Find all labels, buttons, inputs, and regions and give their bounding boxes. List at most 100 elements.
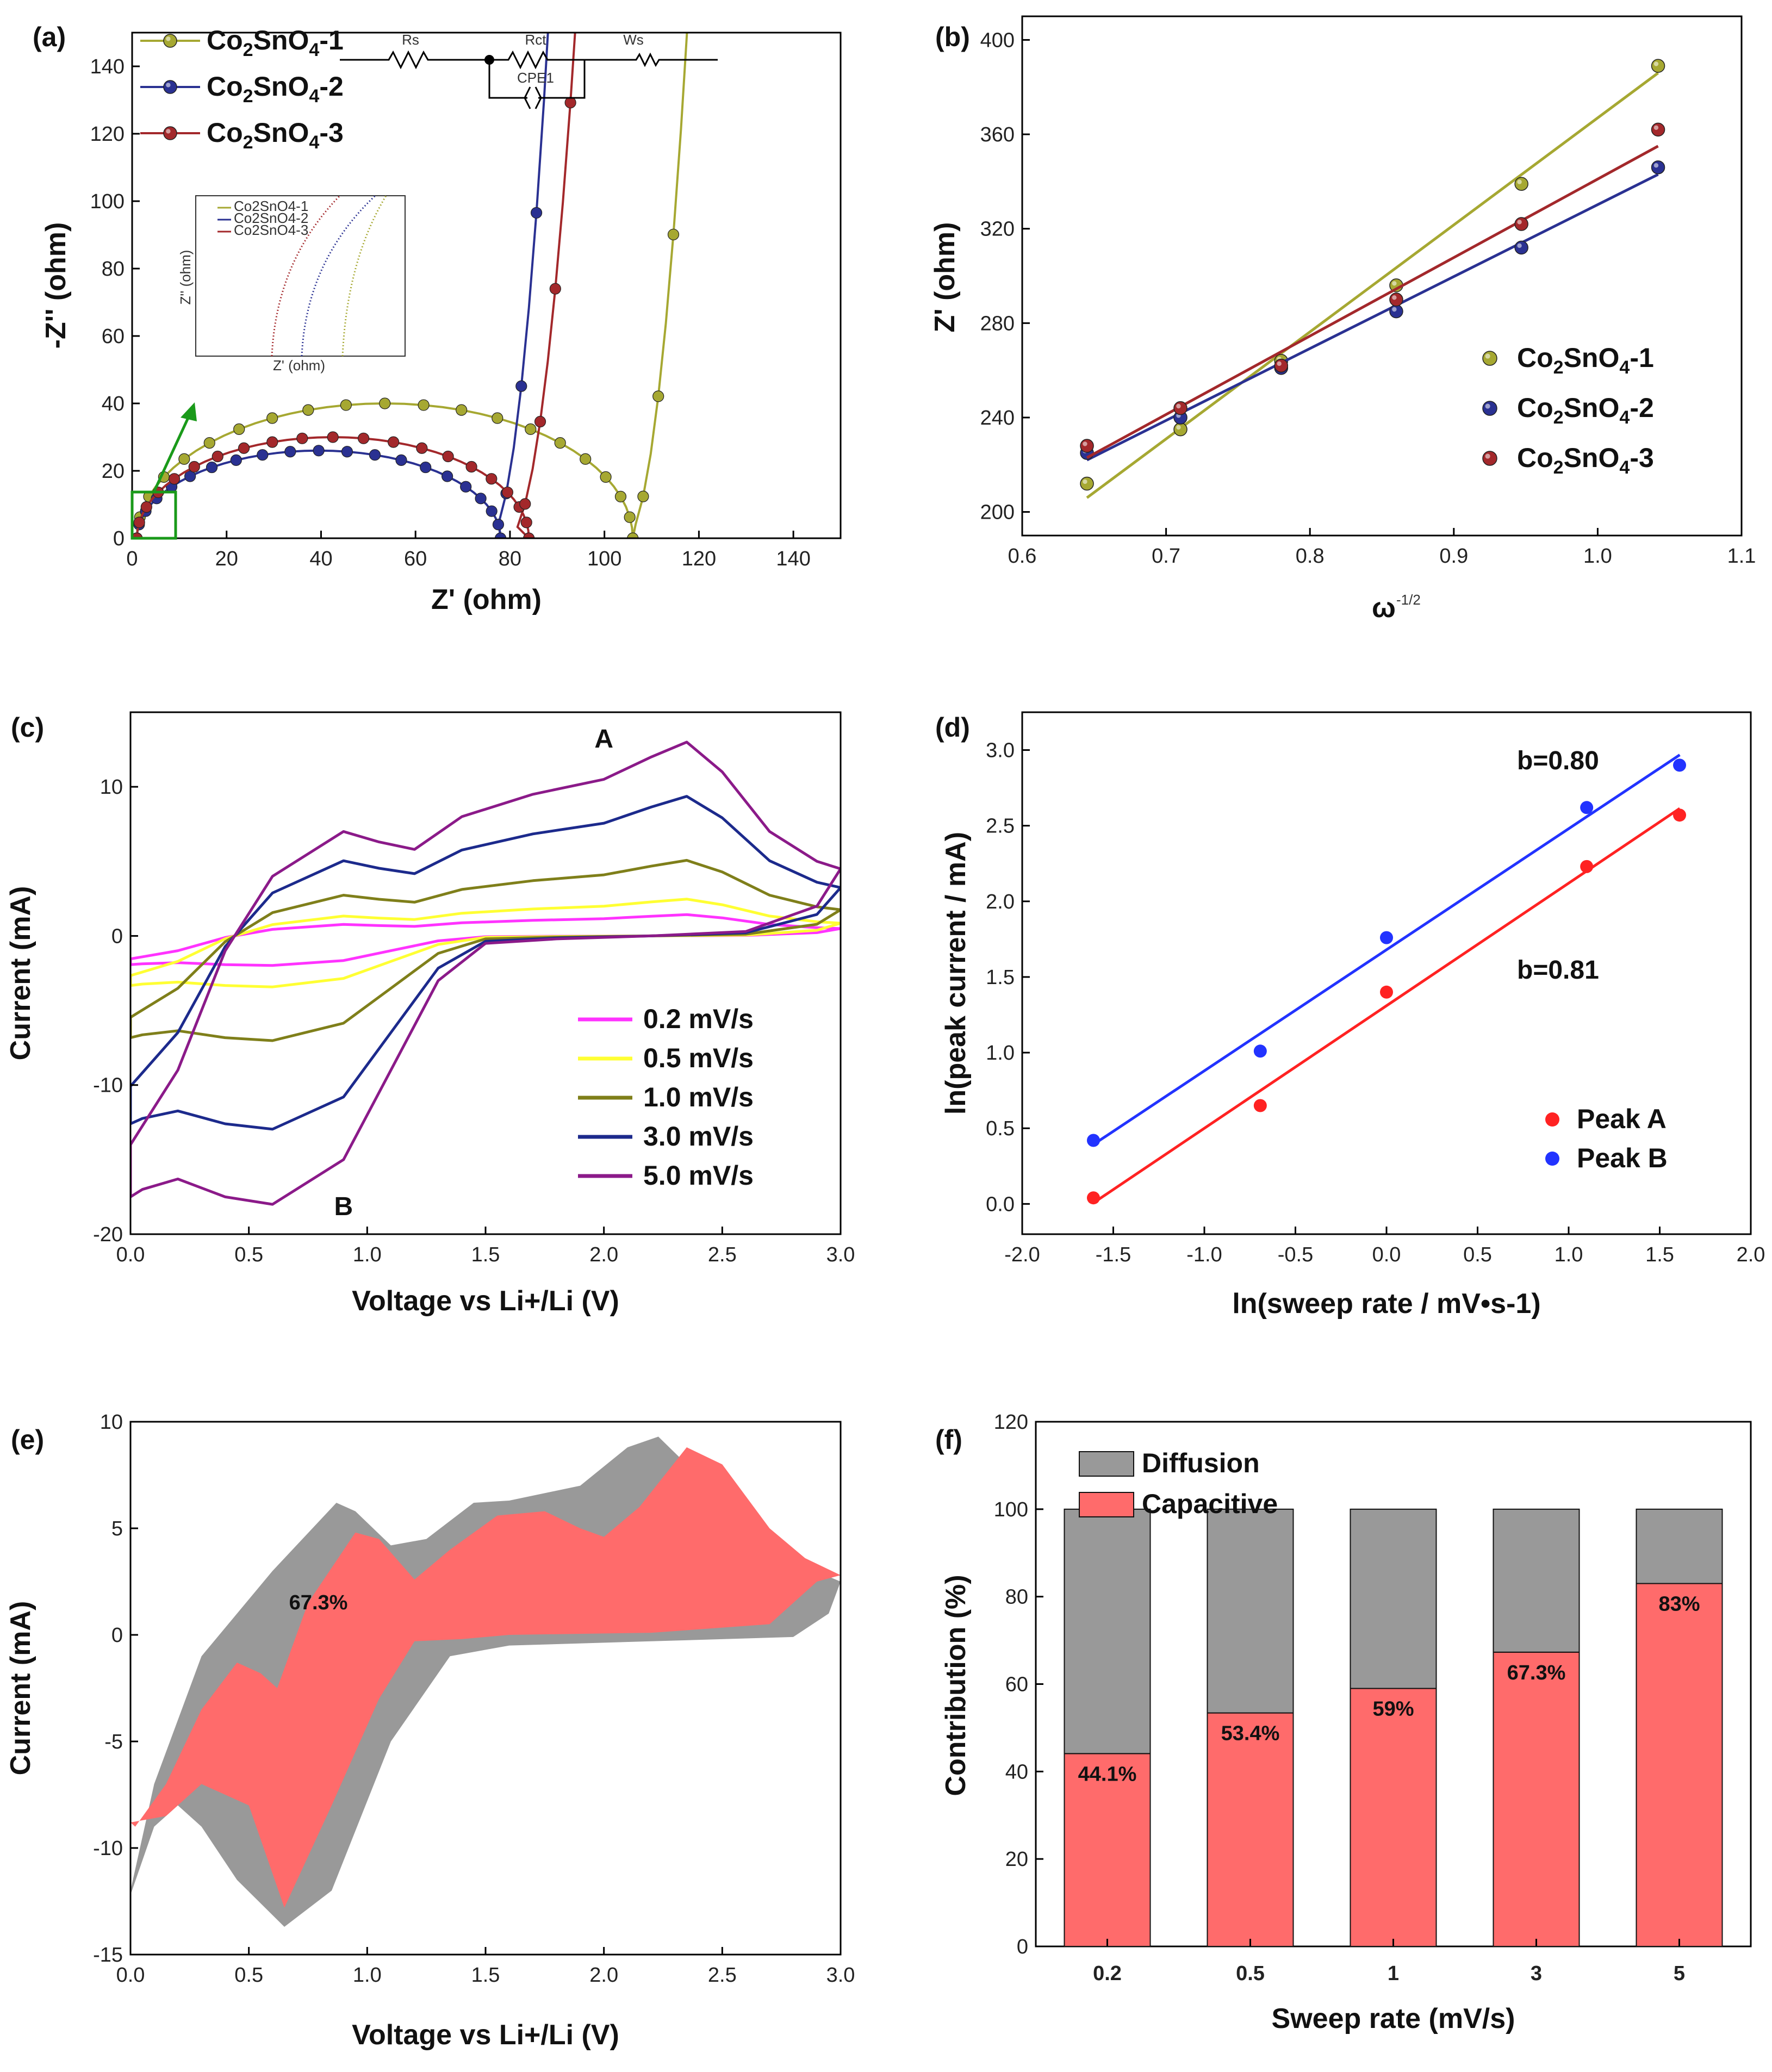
a-data-point [178,453,190,465]
a-data-point [683,3,694,14]
a-y-tick-label: 100 [90,190,125,213]
b-legend-label: Co2SnO4-1 [1517,343,1654,378]
c-annotation-b: B [334,1192,353,1221]
c-legend-label: 0.2 mV/s [643,1004,754,1034]
a-data-point [238,442,250,454]
b-y-tick-label: 400 [980,29,1015,52]
c-plot-frame [129,711,842,1235]
d-y-tick-label: 0.0 [986,1193,1015,1216]
a-data-point [456,404,468,416]
f-bar-value-label: 59% [1372,1698,1414,1721]
a-y-tick-label: 140 [90,55,125,78]
a-legend-label: Co2SnO4-3 [207,117,344,153]
a-data-point [168,473,181,485]
b-data-point [1173,422,1187,437]
c-annotation-a: A [594,725,613,754]
d-x-tick-label: -2.0 [1004,1243,1040,1266]
a-data-point [534,415,546,428]
e-x-tick-label: 1.5 [471,1964,500,1987]
b-y-axis-label: Z' (ohm) [929,222,961,333]
f-y-tick-label: 60 [1005,1673,1028,1696]
e-y-axis-label: Current (mA) [5,1601,36,1776]
a-x-tick-label: 20 [215,547,238,570]
a-data-point [395,454,407,466]
a-inset-x-label: Z' (ohm) [273,357,325,374]
a-data-point [387,436,400,448]
f-bar-value-label: 53.4% [1221,1722,1280,1745]
a-data-point [525,423,537,435]
a-legend-marker [163,34,177,48]
e-x-tick-label: 2.5 [708,1964,737,1987]
b-legend-marker [1482,401,1497,416]
a-x-tick-label: 0 [126,547,138,570]
a-data-point [523,532,535,538]
c-y-tick-label: -20 [93,1223,123,1246]
e-y-tick-label: -10 [93,1837,123,1860]
a-legend-marker-highlight [166,36,171,41]
e-x-tick-label: 0.5 [234,1964,263,1987]
f-legend-label: Capacitive [1142,1489,1278,1519]
f-bar-diffusion [1350,1508,1437,1689]
b-data-point-highlight [1653,125,1659,130]
c-y-axis-label: Current (mA) [5,886,36,1061]
d-data-point [1380,931,1393,944]
a-circuit-rs [340,50,489,70]
f-bar-value-label: 83% [1658,1593,1700,1616]
d-x-axis-label: ln(sweep rate / mV•s-1) [1232,1288,1540,1320]
c-x-tick-label: 2.0 [589,1243,618,1266]
a-legend-label: Co2SnO4-2 [207,71,344,107]
c-y-tick-label: 0 [111,925,123,948]
d-data-point [1673,758,1687,772]
a-circuit-cpe-branch [488,60,586,99]
f-y-tick-label: 0 [1017,1936,1028,1958]
b-legend-marker [1482,451,1497,466]
d-y-tick-label: 2.5 [986,815,1015,838]
b-legend-marker-highlight [1485,453,1490,459]
a-series-group [132,3,694,538]
a-x-tick-label: 100 [587,547,621,570]
a-legend-label: Co2SnO4-1 [207,25,344,60]
d-fit-line-2 [1092,754,1681,1146]
a-circuit-label-rs: Rs [402,32,419,48]
f-y-tick-label: 80 [1005,1586,1028,1609]
b-legend-label: Co2SnO4-2 [1517,393,1654,428]
b-data-point [1389,304,1403,319]
b-data-point-highlight [1083,479,1087,484]
f-panel-label: (f) [935,1424,962,1455]
c-y-tick-label: -10 [93,1074,123,1097]
d-y-axis-label: ln(peak current / mA) [940,832,972,1115]
a-data-point [357,432,370,444]
b-data-point-highlight [1392,307,1397,312]
c-x-tick-label: 1.5 [471,1243,500,1266]
b-data-point-highlight [1653,163,1659,168]
b-x-tick-label: 0.9 [1439,545,1468,568]
c-legend-label: 5.0 mV/s [643,1160,754,1191]
f-x-axis-label: Sweep rate (mV/s) [1272,2003,1515,2034]
a-legend-marker [163,126,177,140]
f-y-tick-label: 120 [994,1411,1028,1434]
d-x-tick-label: -1.0 [1186,1243,1222,1266]
c-cv-curve-5 [130,741,841,1206]
e-panel-label: (e) [11,1424,44,1455]
b-legend-marker [1482,351,1497,366]
a-series-line-1 [135,33,688,538]
f-bar-capacitive [1493,1651,1580,1947]
a-data-point [369,449,381,461]
d-x-tick-label: -0.5 [1278,1243,1313,1266]
a-legend-marker-highlight [166,129,171,134]
a-inset-frame [195,195,406,357]
a-circuit-ws [585,52,718,67]
d-data-point [1253,1099,1267,1112]
a-data-point [206,461,218,474]
d-legend-label: Peak B [1577,1143,1668,1173]
e-y-tick-label: -5 [104,1731,123,1753]
b-y-tick-label: 200 [980,501,1015,524]
a-zoom-arrowhead [181,402,197,421]
c-x-axis-label: Voltage vs Li+/Li (V) [352,1285,619,1317]
a-data-point [580,453,592,465]
b-legend-marker-highlight [1485,403,1490,409]
a-data-point [327,431,339,443]
d-x-tick-label: 1.5 [1645,1243,1674,1266]
f-bar-capacitive [1207,1712,1294,1947]
